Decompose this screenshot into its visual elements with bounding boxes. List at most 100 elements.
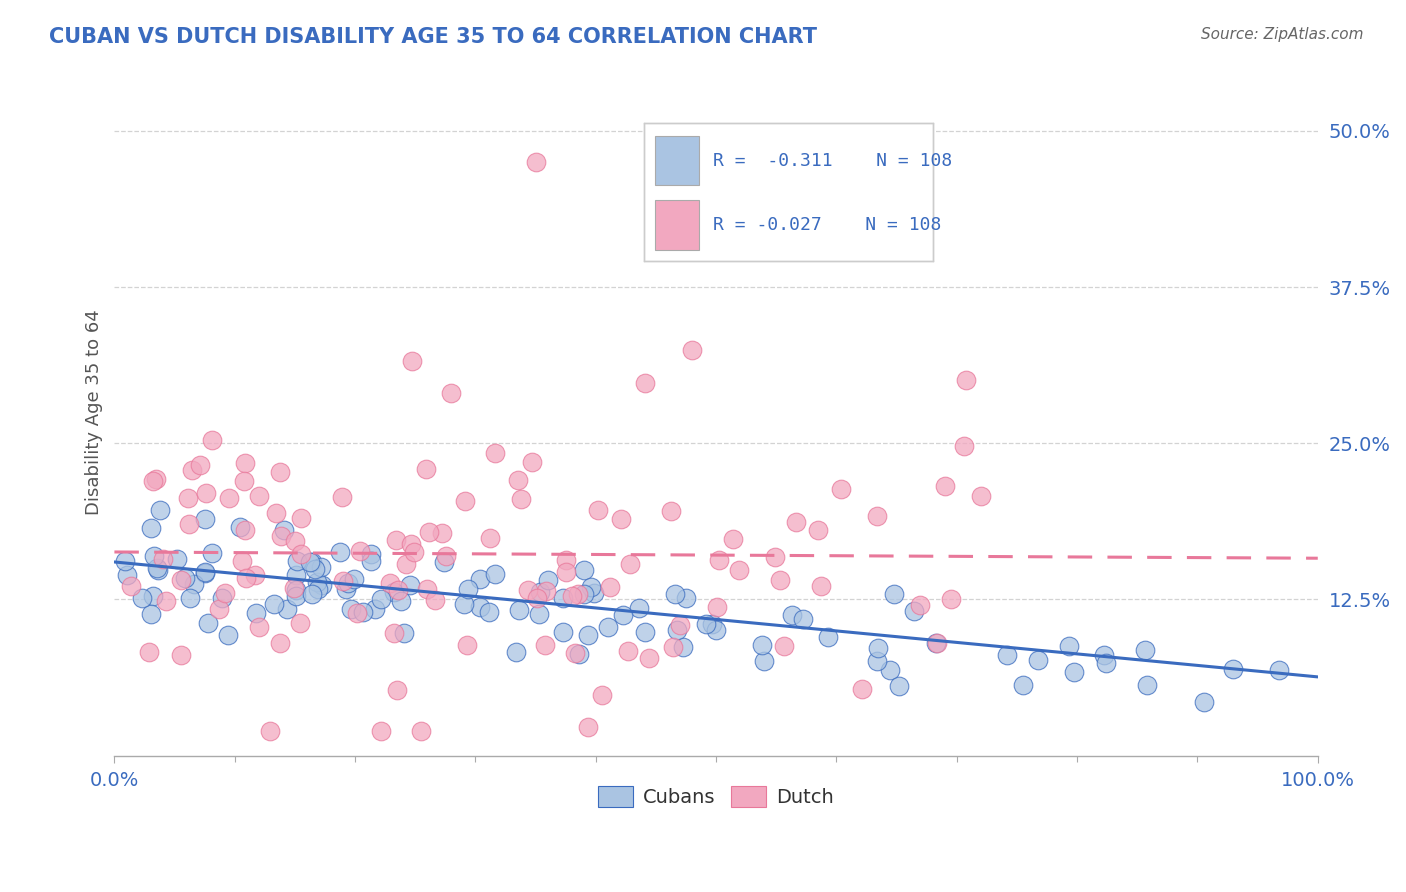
Point [939, 591, 962, 606]
Point [785, 516, 807, 530]
Point [269, 466, 291, 480]
Point [335, 582, 357, 597]
Point [288, 615, 311, 630]
Point [380, 575, 402, 590]
Point [415, 462, 437, 476]
Point [432, 526, 454, 541]
Point [792, 612, 814, 626]
Point [1057, 640, 1080, 654]
Point [183, 576, 205, 591]
Point [470, 572, 492, 586]
Point [1136, 678, 1159, 692]
Point [349, 544, 371, 558]
Text: CUBAN VS DUTCH DISABILITY AGE 35 TO 64 CORRELATION CHART: CUBAN VS DUTCH DISABILITY AGE 35 TO 64 C… [49, 27, 817, 46]
Point [509, 491, 531, 506]
Point [141, 521, 163, 535]
Point [1026, 653, 1049, 667]
Point [782, 608, 804, 623]
Point [214, 585, 236, 599]
Point [155, 594, 177, 608]
Point [1222, 662, 1244, 676]
Point [506, 473, 529, 487]
Point [554, 566, 576, 580]
Point [582, 586, 605, 600]
Point [131, 591, 153, 605]
Point [619, 557, 641, 571]
Point [610, 512, 633, 526]
Point [231, 554, 253, 568]
Point [866, 641, 889, 656]
Point [681, 343, 703, 357]
Point [188, 458, 211, 472]
Point [146, 563, 169, 577]
Point [382, 585, 405, 599]
Point [273, 523, 295, 537]
Y-axis label: Disability Age 35 to 64: Disability Age 35 to 64 [86, 310, 103, 515]
Point [270, 528, 292, 542]
Point [370, 723, 392, 738]
Point [1133, 643, 1156, 657]
Point [145, 560, 167, 574]
Point [218, 491, 240, 505]
Point [423, 592, 446, 607]
Point [537, 573, 560, 587]
Point [508, 603, 530, 617]
Point [866, 509, 889, 524]
Point [304, 562, 326, 576]
Point [285, 589, 308, 603]
Point [201, 433, 224, 447]
Point [149, 503, 172, 517]
Point [866, 654, 889, 668]
Point [235, 571, 257, 585]
Point [529, 585, 551, 599]
Point [264, 507, 287, 521]
Point [672, 640, 695, 654]
Point [1194, 695, 1216, 709]
Point [470, 600, 492, 615]
Point [576, 628, 599, 642]
Point [181, 463, 204, 477]
Point [810, 579, 832, 593]
Point [627, 601, 650, 615]
Point [666, 624, 689, 638]
Point [706, 599, 728, 614]
Point [299, 555, 322, 569]
Point [401, 354, 423, 368]
Text: Source: ZipAtlas.com: Source: ZipAtlas.com [1201, 27, 1364, 42]
Point [290, 547, 312, 561]
Point [723, 533, 745, 547]
Point [1267, 663, 1289, 677]
Point [138, 644, 160, 658]
Point [769, 573, 792, 587]
Point [517, 582, 540, 597]
Point [634, 624, 657, 639]
Point [364, 602, 387, 616]
Point [399, 578, 422, 592]
Point [700, 617, 723, 632]
Point [247, 620, 270, 634]
Point [330, 490, 353, 504]
Point [952, 439, 974, 453]
Point [195, 486, 218, 500]
Point [284, 534, 307, 549]
Point [269, 636, 291, 650]
Point [883, 587, 905, 601]
Point [233, 523, 256, 537]
Point [709, 553, 731, 567]
Point [555, 553, 578, 567]
Point [534, 638, 557, 652]
Point [409, 723, 432, 738]
Point [924, 636, 946, 650]
Point [440, 386, 463, 401]
Point [284, 583, 307, 598]
Point [599, 580, 621, 594]
Point [830, 482, 852, 496]
Point [385, 683, 408, 698]
Point [343, 572, 366, 586]
Point [307, 582, 329, 597]
Point [434, 549, 457, 563]
Point [433, 555, 456, 569]
Point [208, 601, 231, 615]
Point [572, 563, 595, 577]
Point [211, 591, 233, 605]
